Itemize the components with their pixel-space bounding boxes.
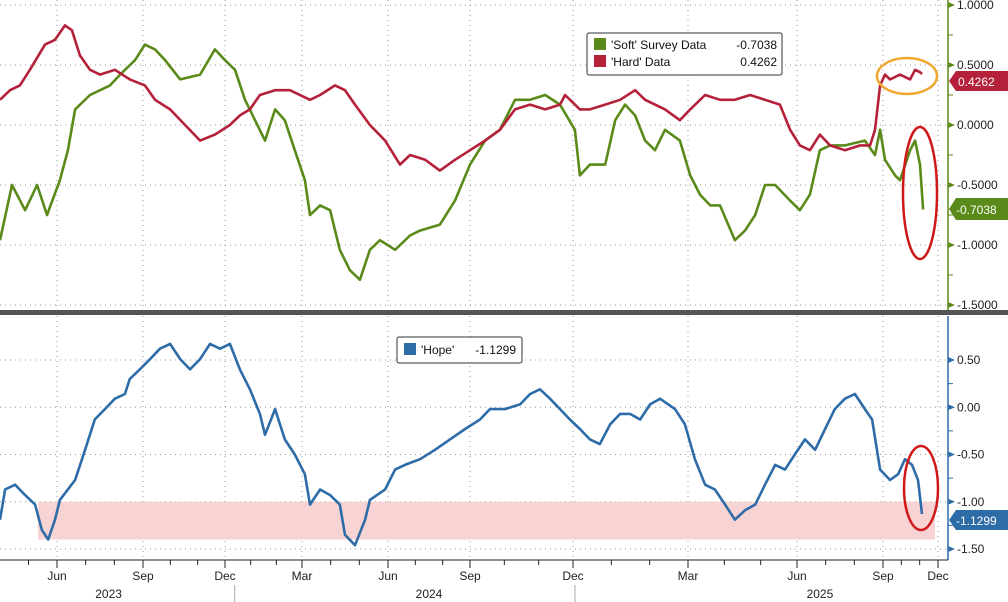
series-lines — [0, 24, 925, 547]
x-tick-label: Mar — [292, 569, 313, 583]
y-tick-mark — [948, 62, 955, 68]
y-tick-label: 0.5000 — [957, 58, 994, 72]
series-line-hope — [0, 342, 924, 547]
legend-swatch-hope — [404, 343, 416, 355]
legend-value-hard: 0.4262 — [740, 55, 777, 69]
x-tick-label: Mar — [678, 569, 699, 583]
x-year-label: 2023 — [95, 587, 122, 601]
y-tick-label: 0.0000 — [957, 118, 994, 132]
y-tick-mark — [948, 546, 955, 552]
y-tick-label: -0.5000 — [957, 178, 998, 192]
y-tick-label: -1.50 — [957, 542, 985, 556]
x-tick-label: Dec — [214, 569, 235, 583]
legend-top: 'Soft' Survey Data -0.7038 'Hard' Data 0… — [586, 32, 783, 76]
x-year-label: 2025 — [807, 587, 834, 601]
legend-swatch-soft — [594, 38, 606, 50]
y-tick-mark — [948, 122, 955, 128]
y-tick-mark — [948, 302, 955, 308]
y-tick-mark — [948, 357, 955, 363]
y-tick-mark — [948, 498, 955, 505]
svg-text:-0.7038: -0.7038 — [956, 203, 997, 217]
value-tag-hope: -1.1299 — [949, 510, 1008, 530]
x-tick-label: Jun — [787, 569, 806, 583]
value-tag-soft: -0.7038 — [949, 198, 1008, 220]
highlight-ellipse-hope — [902, 444, 940, 532]
y-tick-label: 0.50 — [957, 353, 981, 367]
legend-label-hard: 'Hard' Data — [611, 55, 671, 69]
y-tick-mark — [948, 2, 955, 8]
y-tick-label: -1.0000 — [957, 238, 998, 252]
series-line-harddata — [0, 24, 923, 172]
series-line-softsurveydata — [0, 43, 925, 282]
legend-value-soft: -0.7038 — [736, 38, 777, 52]
x-tick-label: Dec — [927, 569, 948, 583]
y-tick-mark — [948, 404, 955, 411]
legend-swatch-hard — [594, 55, 606, 67]
y-tick-mark — [948, 242, 955, 248]
value-tag-hard: 0.4262 — [949, 71, 1008, 91]
shaded-band — [38, 501, 935, 540]
legend-bottom: 'Hope' -1.1299 — [396, 336, 523, 364]
x-tick-label: Dec — [562, 569, 583, 583]
y-tick-label: -1.5000 — [957, 298, 998, 312]
y-tick-label: -1.00 — [957, 495, 985, 509]
x-tick-label: Sep — [872, 569, 894, 583]
highlight-ellipse-soft — [901, 125, 939, 261]
svg-text:-1.1299: -1.1299 — [956, 514, 997, 528]
svg-text:0.4262: 0.4262 — [958, 75, 995, 89]
y-tick-label: 1.0000 — [957, 0, 994, 12]
panel-divider — [0, 310, 1008, 315]
x-year-label: 2024 — [416, 587, 443, 601]
x-tick-label: Jun — [47, 569, 66, 583]
x-tick-label: Jun — [378, 569, 397, 583]
legend-label-soft: 'Soft' Survey Data — [611, 38, 707, 52]
y-tick-mark — [948, 182, 955, 188]
y-tick-mark — [948, 451, 955, 458]
x-tick-label: Sep — [132, 569, 154, 583]
y-tick-label: -0.50 — [957, 448, 985, 462]
highlight-ellipse-hard — [875, 56, 939, 96]
legend-value-hope: -1.1299 — [475, 343, 516, 357]
x-tick-label: Sep — [459, 569, 481, 583]
y-tick-label: 0.00 — [957, 400, 981, 414]
legend-label-hope: 'Hope' — [421, 343, 454, 357]
